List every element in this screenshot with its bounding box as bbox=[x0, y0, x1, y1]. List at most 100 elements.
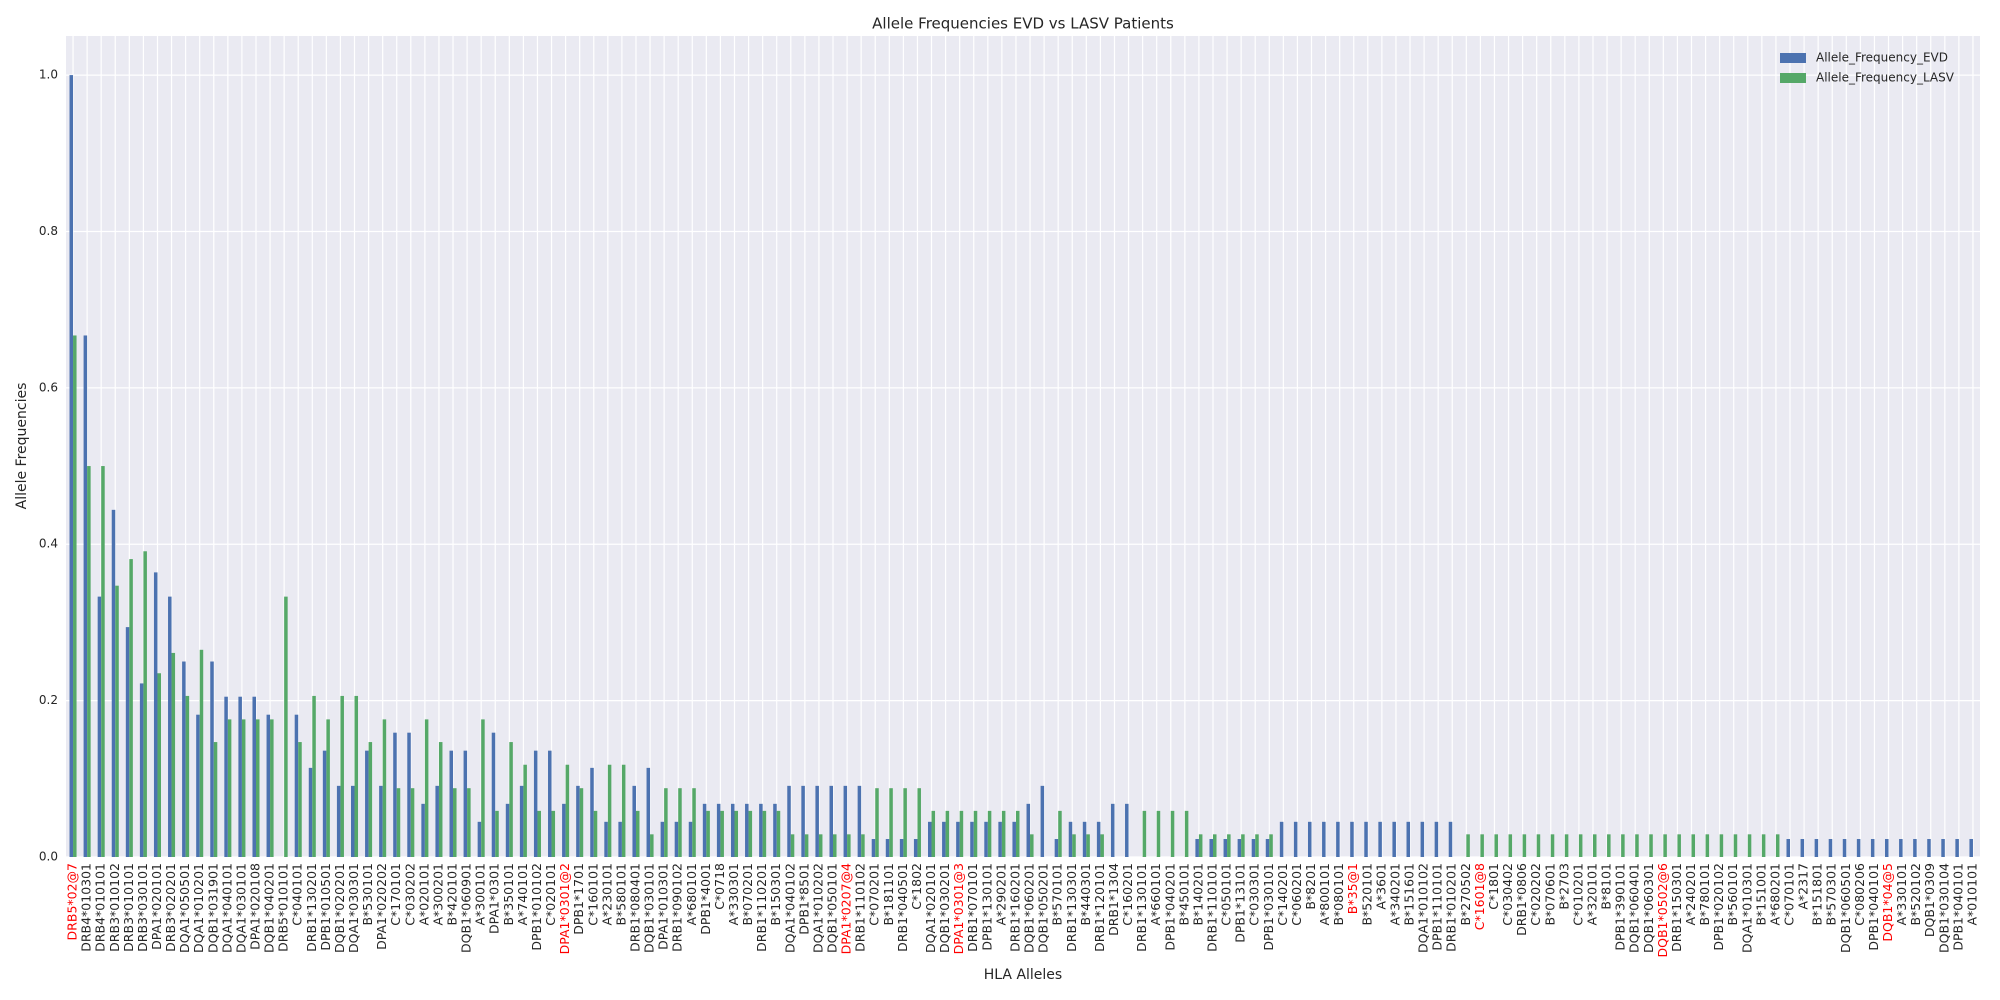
x-tick-label: DRB1*130301 bbox=[1064, 863, 1079, 952]
bar bbox=[1015, 810, 1020, 857]
x-tick-label: A*740101 bbox=[515, 863, 530, 926]
x-tick-label: DQB1*0309 bbox=[1922, 863, 1937, 937]
x-tick-label: B*070201 bbox=[740, 863, 755, 926]
x-tick-label: C*030301 bbox=[1247, 863, 1262, 926]
y-tick-label: 0.0 bbox=[39, 850, 58, 864]
bar bbox=[843, 785, 848, 857]
bar bbox=[1870, 839, 1875, 857]
bar bbox=[1068, 821, 1073, 857]
bar bbox=[720, 810, 724, 857]
x-tick-label: DQA1*040101 bbox=[219, 863, 234, 953]
bar bbox=[987, 810, 992, 857]
legend-swatch bbox=[1780, 73, 1806, 83]
bar bbox=[646, 767, 651, 857]
bar bbox=[83, 335, 88, 858]
bar bbox=[1223, 839, 1228, 857]
x-tick-label: DPB1*1701 bbox=[571, 863, 586, 935]
bar bbox=[1842, 839, 1847, 857]
x-tick-label: A*320101 bbox=[1584, 863, 1599, 926]
bar bbox=[1564, 834, 1569, 857]
bar bbox=[776, 810, 781, 857]
bar bbox=[1635, 834, 1639, 857]
bar bbox=[294, 714, 299, 857]
bar bbox=[350, 785, 355, 857]
x-tick-label: A*3601 bbox=[1373, 863, 1388, 910]
bar bbox=[1322, 821, 1326, 857]
x-tick-label: DPA1*010301 bbox=[656, 863, 671, 950]
bar bbox=[604, 821, 608, 857]
bar bbox=[804, 834, 809, 857]
x-tick-label: C*080206 bbox=[1852, 863, 1867, 926]
x-tick-label: DRB5*02@7 bbox=[65, 863, 80, 940]
bar bbox=[1550, 834, 1555, 857]
bar bbox=[298, 742, 302, 857]
y-tick-label: 0.4 bbox=[39, 537, 58, 551]
x-tick-label: DRB3*010101 bbox=[121, 863, 136, 952]
bar bbox=[523, 764, 527, 857]
bar bbox=[396, 788, 401, 857]
bar bbox=[1927, 839, 1931, 857]
bar bbox=[688, 821, 693, 857]
bar bbox=[773, 803, 777, 857]
bar bbox=[213, 742, 218, 857]
x-tick-label: C*070201 bbox=[867, 863, 882, 926]
bar bbox=[576, 785, 580, 857]
x-tick-label: DQB1*030104 bbox=[1936, 863, 1951, 953]
bar bbox=[1198, 834, 1203, 857]
x-tick-label: B*350101 bbox=[501, 863, 516, 926]
bar bbox=[199, 649, 204, 857]
bar bbox=[143, 551, 147, 857]
x-tick-label: DRB1*120101 bbox=[1092, 863, 1107, 952]
x-tick-label: A*330101 bbox=[1894, 863, 1909, 926]
x-tick-label: B*560101 bbox=[1725, 863, 1740, 926]
bar bbox=[252, 696, 256, 857]
bar bbox=[1072, 834, 1076, 857]
bar bbox=[477, 821, 482, 857]
x-tick-label: B*080101 bbox=[1331, 863, 1346, 926]
bar bbox=[1406, 821, 1411, 857]
bar bbox=[1899, 839, 1903, 857]
bar bbox=[424, 719, 429, 857]
x-tick-label: C*030402 bbox=[1500, 863, 1515, 926]
x-tick-label: DQB1*040201 bbox=[262, 863, 277, 953]
bar bbox=[1227, 834, 1231, 857]
bar bbox=[1378, 821, 1382, 857]
bar bbox=[1184, 810, 1189, 857]
x-tick-label: DRB4*010101 bbox=[93, 863, 108, 952]
bar bbox=[871, 839, 876, 857]
x-tick-label: DRB1*150301 bbox=[1669, 863, 1684, 952]
x-tick-label: DPA1*0207@4 bbox=[839, 863, 854, 954]
bar bbox=[945, 810, 950, 857]
bar bbox=[393, 732, 397, 857]
bar bbox=[519, 785, 524, 857]
bar bbox=[973, 810, 978, 857]
bar bbox=[270, 719, 274, 857]
x-tick-label: DQB1*050201 bbox=[1036, 863, 1051, 953]
bar bbox=[1480, 834, 1484, 857]
bar bbox=[1814, 839, 1819, 857]
bar bbox=[185, 695, 190, 857]
bar bbox=[1522, 834, 1527, 857]
bar bbox=[368, 742, 373, 857]
x-tick-label: C*020101 bbox=[543, 863, 558, 926]
bar bbox=[284, 596, 288, 857]
bar bbox=[1012, 821, 1016, 857]
bar bbox=[1663, 834, 1667, 857]
x-tick-label: DQA1*040102 bbox=[782, 863, 797, 953]
x-tick-label: DQA1*020101 bbox=[923, 863, 938, 953]
x-tick-label: A*680201 bbox=[1767, 863, 1782, 926]
bar bbox=[857, 785, 862, 857]
bar bbox=[227, 719, 232, 857]
x-tick-label: DPB1*130101 bbox=[979, 863, 994, 951]
bar bbox=[241, 719, 246, 857]
x-tick-label: DPB1*13101 bbox=[1233, 863, 1248, 943]
x-tick-label: C*1801 bbox=[1486, 863, 1501, 910]
bar bbox=[790, 834, 795, 857]
bar bbox=[942, 821, 946, 857]
bar bbox=[1058, 810, 1062, 857]
bar bbox=[139, 683, 144, 857]
x-tick-label: B*151001 bbox=[1753, 863, 1768, 926]
x-tick-label: DPB1*8501 bbox=[796, 863, 811, 935]
bar bbox=[308, 767, 313, 857]
x-tick-label: DRB1*110201 bbox=[754, 863, 769, 952]
